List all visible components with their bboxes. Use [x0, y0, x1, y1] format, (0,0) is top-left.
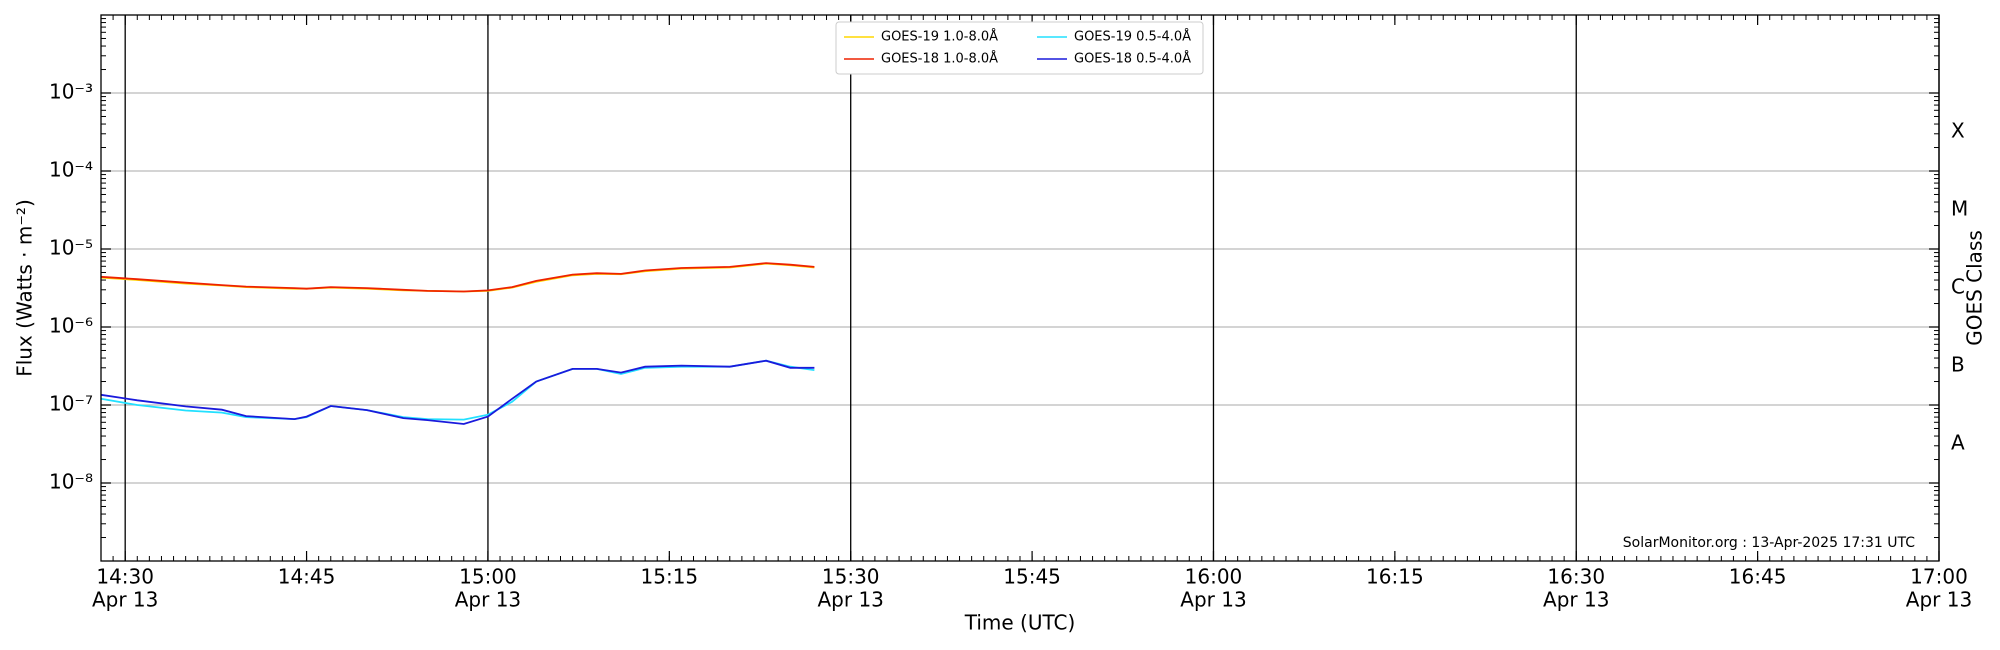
plot-frame — [100, 14, 1940, 562]
x-tick-label: 15:00 — [459, 565, 517, 589]
goes-class-label: X — [1951, 119, 1965, 143]
legend-label: GOES-19 0.5-4.0Å — [1074, 29, 1191, 45]
x-tick-label: 15:30 — [822, 565, 880, 589]
x-tick-label: 14:45 — [278, 565, 336, 589]
x-tick-label: 16:30 — [1547, 565, 1605, 589]
x-axis-label: Time (UTC) — [964, 611, 1076, 635]
x-tick-label: Apr 13 — [1906, 588, 1972, 612]
legend: GOES-19 1.0-8.0Å GOES-18 1.0-8.0Å GOES-19 … — [835, 21, 1204, 75]
x-tick-label: 16:15 — [1366, 565, 1424, 589]
x-tick-label: Apr 13 — [455, 588, 521, 612]
x-tick-label: Apr 13 — [92, 588, 158, 612]
x-tick-label: 17:00 — [1910, 565, 1968, 589]
legend-box — [835, 21, 1204, 75]
x-tick-label: 16:00 — [1185, 565, 1243, 589]
y-tick-label: 10⁻⁸ — [49, 470, 93, 494]
x-tick-label: Apr 13 — [1543, 588, 1609, 612]
goes-class-label: B — [1951, 353, 1965, 377]
x-tick-label: 15:45 — [1003, 565, 1061, 589]
series-line — [100, 262, 815, 293]
series-line — [100, 359, 815, 421]
annotation: SolarMonitor.org : 13-Apr-2025 17:31 UTC — [1623, 535, 1915, 551]
y-axis-label: Flux (Watts · m⁻²) — [13, 199, 37, 377]
y-tick-label: 10⁻⁴ — [49, 158, 93, 182]
goes-class-label: A — [1951, 431, 1965, 455]
y-tick-label: 10⁻⁷ — [49, 392, 93, 416]
goes-class-label: C — [1951, 275, 1965, 299]
x-tick-label: 14:30 — [96, 565, 154, 589]
legend-label: GOES-19 1.0-8.0Å — [881, 29, 998, 45]
x-tick-label: 15:15 — [641, 565, 699, 589]
y-tick-label: 10⁻⁶ — [49, 314, 93, 338]
goes-class-label: M — [1951, 197, 1968, 221]
x-tick-label: Apr 13 — [818, 588, 884, 612]
x-tick-label: Apr 13 — [1180, 588, 1246, 612]
y2-axis-label: GOES Class — [1963, 230, 1987, 346]
y-tick-label: 10⁻³ — [49, 80, 93, 104]
legend-label: GOES-18 0.5-4.0Å — [1074, 51, 1191, 67]
x-tick-label: 16:45 — [1729, 565, 1787, 589]
series-line — [100, 359, 815, 425]
legend-label: GOES-18 1.0-8.0Å — [881, 51, 998, 67]
y-tick-label: 10⁻⁵ — [49, 236, 93, 260]
